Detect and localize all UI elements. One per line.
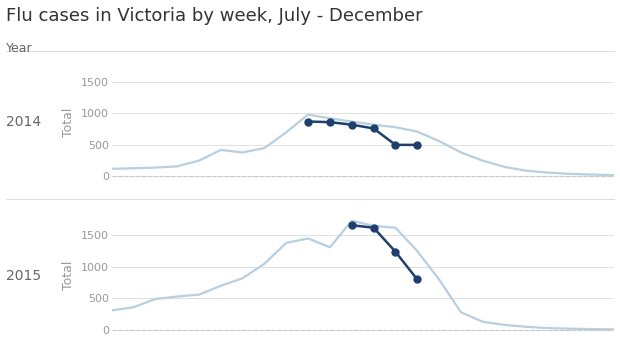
Y-axis label: Total: Total <box>62 107 75 137</box>
Text: 2015: 2015 <box>6 269 42 283</box>
Text: Year: Year <box>6 42 33 55</box>
Text: Flu cases in Victoria by week, July - December: Flu cases in Victoria by week, July - De… <box>6 7 423 25</box>
Text: 2014: 2014 <box>6 115 42 129</box>
Y-axis label: Total: Total <box>62 261 75 290</box>
